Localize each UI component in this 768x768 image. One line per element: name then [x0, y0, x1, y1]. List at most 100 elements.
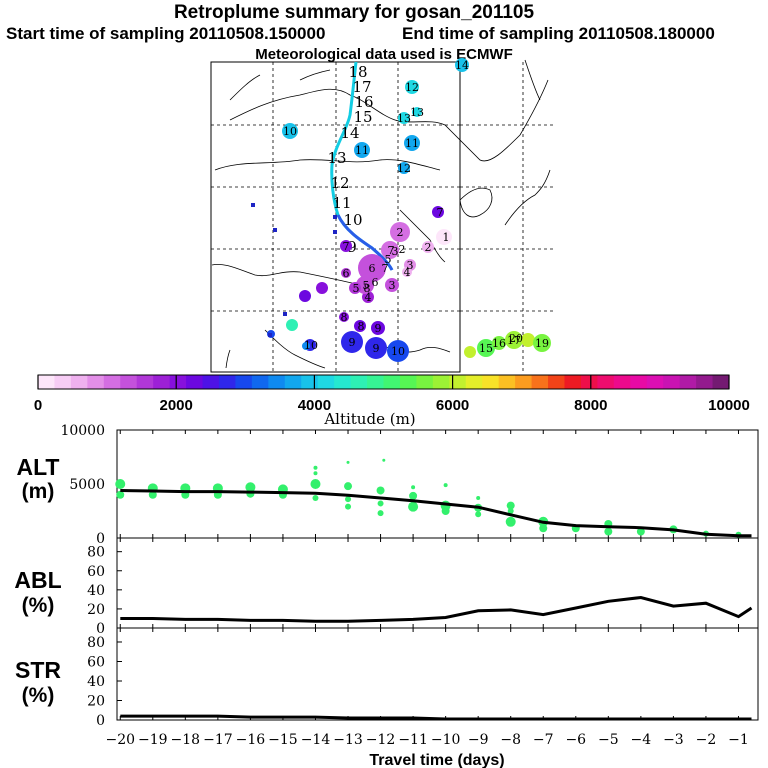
series-line-alt	[120, 489, 752, 538]
plume-day-label: 14	[455, 59, 469, 72]
map-grid-extension	[459, 62, 556, 372]
y-tick-label: 20	[87, 693, 105, 709]
plume-day-label: 8	[341, 311, 348, 324]
plume-day-label: 10	[283, 125, 297, 138]
colorbar-swatch	[630, 375, 648, 389]
y-tick-label: 80	[87, 635, 105, 651]
altitude-point	[376, 486, 385, 495]
plume-day-label: 10	[391, 345, 405, 358]
trajectory-day-label: 17	[352, 78, 371, 96]
altitude-point	[507, 508, 514, 514]
colorbar-swatch	[449, 375, 467, 389]
plume-marker	[282, 123, 298, 139]
panel-label: ABL	[14, 567, 61, 593]
colorbar-swatch	[218, 375, 236, 389]
x-tick-label: −3	[663, 732, 684, 748]
plume-day-label: 3	[392, 245, 399, 258]
x-tick-label: −15	[268, 732, 298, 748]
colorbar-swatch	[646, 375, 664, 389]
trajectory-line-low	[336, 214, 394, 271]
x-tick-label: −1	[728, 732, 749, 748]
plume-day-label: 9	[375, 322, 382, 335]
colorbar-swatch	[268, 375, 286, 389]
plume-day-label: 12	[405, 81, 419, 94]
altitude-point	[344, 482, 353, 491]
plume-marker	[398, 112, 410, 124]
plume-marker	[371, 321, 385, 335]
plume-day-label: 3	[407, 259, 414, 272]
plume-marker-small	[251, 203, 255, 207]
x-axis-label: Travel time (days)	[369, 752, 504, 768]
altitude-point	[346, 460, 350, 464]
colorbar-swatch	[301, 375, 319, 389]
colorbar-swatch	[70, 375, 88, 389]
colorbar-swatch	[564, 375, 582, 389]
altitude-colorbar	[37, 374, 730, 390]
plume-marker	[339, 312, 349, 322]
plume-marker	[381, 241, 399, 259]
map-grid	[211, 62, 460, 372]
colorbar-swatch	[87, 375, 105, 389]
y-tick-label: 20	[87, 602, 105, 618]
colorbar-tick-label: 10000	[708, 397, 750, 414]
altitude-point	[443, 483, 448, 488]
plume-marker	[455, 58, 469, 72]
plume-marker	[354, 142, 370, 158]
coastlines	[211, 59, 551, 369]
altitude-point	[441, 507, 450, 515]
altitude-point	[116, 490, 125, 499]
plume-day-label: 2	[399, 243, 406, 256]
panel-unit: (%)	[22, 684, 55, 707]
colorbar-swatch	[663, 375, 681, 389]
x-tick-label: −5	[598, 732, 619, 748]
plume-marker-small	[268, 333, 272, 337]
colorbar-tick-label: 8000	[574, 397, 607, 414]
plume-marker-small	[283, 312, 287, 316]
colorbar-tick-label: 4000	[298, 397, 331, 414]
plume-marker	[299, 290, 311, 302]
colorbar-swatch	[432, 375, 450, 389]
plume-marker	[358, 254, 386, 282]
plume-marker	[341, 268, 351, 278]
colorbar-swatch	[153, 375, 171, 389]
altitude-point	[475, 511, 482, 518]
plume-marker	[422, 241, 434, 253]
plume-marker-small	[273, 228, 277, 232]
y-tick-label: 10000	[60, 423, 105, 439]
plume-day-label: 15	[479, 342, 493, 355]
x-tick-label: −4	[631, 732, 652, 748]
met-data-label: Meteorological data used is ECMWF	[255, 46, 513, 63]
colorbar-swatch	[613, 375, 631, 389]
plume-marker	[432, 206, 444, 218]
colorbar-swatch	[712, 375, 730, 389]
plume-day-label: 17	[507, 334, 521, 347]
plume-marker	[385, 278, 399, 292]
plume-day-label: 12	[397, 162, 411, 175]
plume-marker	[533, 334, 551, 352]
colorbar-swatch	[235, 375, 253, 389]
altitude-point	[313, 471, 318, 476]
colorbar-swatch	[498, 375, 516, 389]
start-time-label: Start time of sampling 20110508.150000	[6, 24, 326, 43]
trajectory-day-label: 18	[348, 63, 367, 81]
trajectory-day-label: 16	[354, 93, 373, 111]
panel-frame	[116, 627, 759, 721]
plume-day-label: 7	[343, 240, 350, 253]
trajectory-day-label: 10	[343, 211, 362, 229]
plume-day-label: 4	[365, 291, 372, 304]
colorbar-swatch	[317, 375, 335, 389]
x-tick-label: −7	[533, 732, 554, 748]
colorbar-tick-label: 6000	[436, 397, 469, 414]
altitude-point	[313, 465, 318, 470]
plume-marker	[464, 346, 476, 358]
altitude-point	[539, 524, 548, 533]
altitude-point	[409, 491, 418, 500]
altitude-point	[377, 510, 384, 517]
x-tick-label: −14	[301, 732, 331, 748]
colorbar-swatch	[597, 375, 615, 389]
x-tick-label: −6	[565, 732, 586, 748]
altitude-point	[115, 479, 126, 489]
plume-day-label: 16	[492, 337, 506, 350]
altitude-point	[604, 527, 613, 536]
plume-marker	[302, 342, 310, 350]
